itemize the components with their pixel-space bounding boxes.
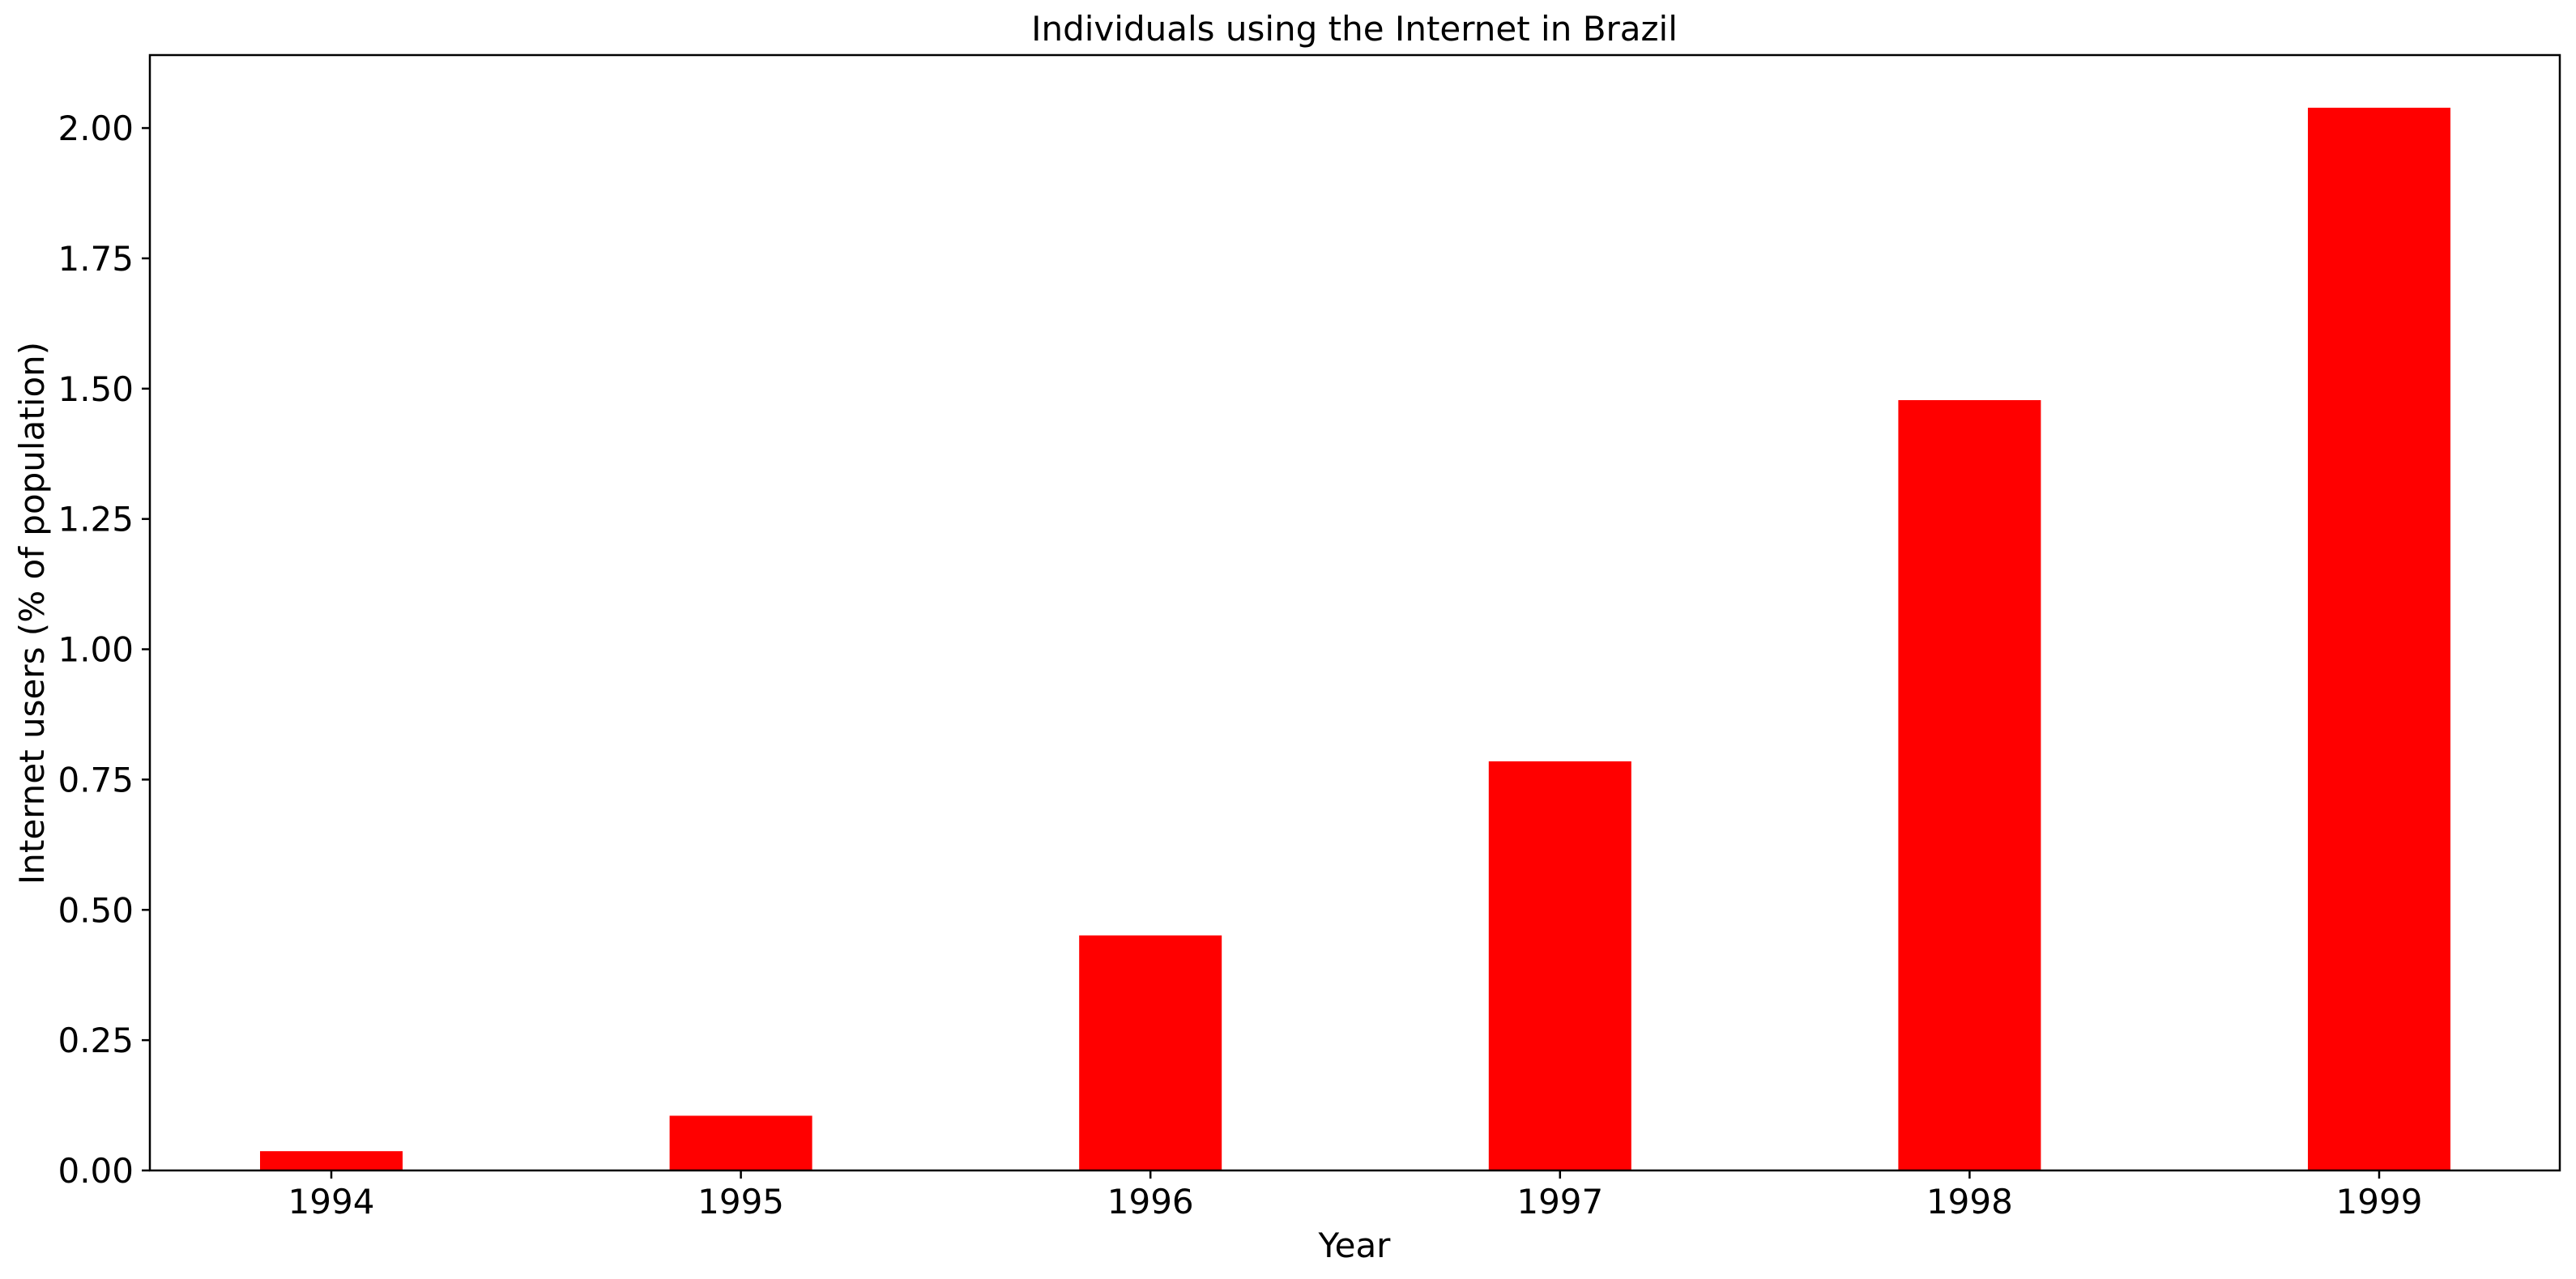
x-tick-label-1995: 1995 (697, 1182, 784, 1221)
x-axis-ticks: 1994 1995 1996 1997 1998 1999 (288, 1170, 2423, 1221)
y-tick-label-0.25: 0.25 (58, 1021, 134, 1060)
bar-1997 (1488, 761, 1631, 1170)
bar-1999 (2308, 107, 2450, 1170)
y-tick-label-1.50: 1.50 (58, 369, 134, 409)
plot-frame (148, 53, 2561, 1172)
y-axis-label: Internet users (% of population) (12, 342, 52, 885)
x-axis-label: Year (1318, 1226, 1392, 1265)
y-tick-label-0.00: 0.00 (58, 1151, 134, 1191)
bar-1995 (669, 1115, 812, 1170)
y-tick-label-1.25: 1.25 (58, 500, 134, 539)
bar-1996 (1079, 935, 1222, 1170)
y-tick-label-1.00: 1.00 (58, 630, 134, 670)
y-tick-label-0.50: 0.50 (58, 890, 134, 930)
x-tick-label-1997: 1997 (1516, 1182, 1603, 1221)
y-tick-label-0.75: 0.75 (58, 760, 134, 799)
y-axis-ticks: 0.00 0.25 0.50 0.75 1.00 1.25 1.50 1.75 2.00 (58, 109, 150, 1191)
bar-1998 (1898, 399, 2041, 1171)
chart-title: Individuals using the Internet in Brazil (1031, 9, 1678, 49)
x-tick-label-1998: 1998 (1926, 1182, 2013, 1221)
y-tick-label-1.75: 1.75 (58, 239, 134, 279)
x-tick-label-1994: 1994 (288, 1182, 375, 1221)
bars-group (260, 107, 2450, 1171)
x-tick-label-1996: 1996 (1107, 1182, 1194, 1221)
bar-1994 (260, 1151, 403, 1170)
x-tick-label-1999: 1999 (2336, 1182, 2423, 1221)
y-tick-label-2.00: 2.00 (58, 109, 134, 148)
